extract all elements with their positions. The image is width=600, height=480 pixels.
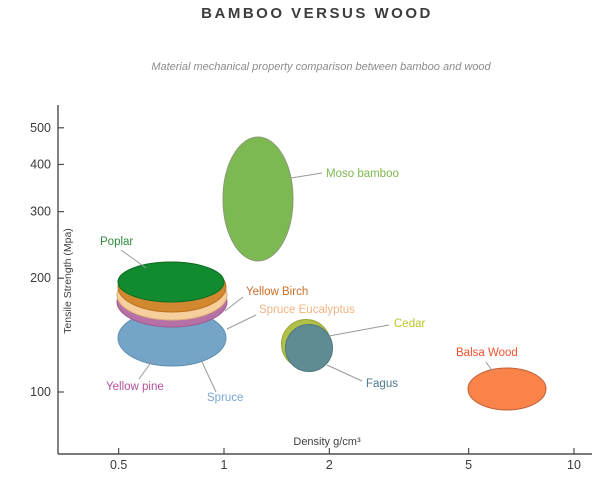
leader-line-poplar [120, 249, 147, 269]
leader-line-yellow-pine [138, 360, 153, 380]
bubble-label-balsa-wood: Balsa Wood [456, 347, 518, 359]
leader-line-moso-bamboo [290, 172, 323, 179]
x-tick-label: 10 [567, 458, 581, 472]
x-tick-label: 0.5 [110, 458, 127, 472]
leader-line-fagus [326, 364, 363, 382]
leader-line-cedar [328, 324, 390, 337]
bubble-moso-bamboo [222, 136, 294, 262]
bubble-label-yellow-pine: Yellow pine [106, 381, 164, 393]
bubble-label-poplar: Poplar [100, 236, 133, 248]
chart-title: BAMBOO VERSUS WOOD [201, 5, 433, 22]
bubble-label-spruce-eucalyptus: Spruce Eucalyptus [259, 304, 355, 316]
bubble-label-spruce: Spruce [207, 392, 243, 404]
y-tick-label: 300 [30, 205, 51, 219]
bubble-label-cedar: Cedar [394, 318, 425, 330]
bubble-label-moso-bamboo: Moso bamboo [326, 168, 399, 180]
bubble-balsa-wood [467, 367, 547, 411]
y-tick-label: 400 [30, 157, 51, 171]
y-tick-label: 200 [30, 271, 51, 285]
bubble-label-yellow-birch: Yellow Birch [246, 286, 308, 298]
y-axis-title: Tensile Strength (Mpa) [62, 228, 74, 334]
leader-line-balsa-wood [485, 361, 494, 373]
bubble-label-fagus: Fagus [366, 378, 398, 390]
bubble-poplar [117, 261, 225, 303]
x-axis-title: Density g/cm³ [293, 436, 361, 448]
bubble-fagus [285, 324, 333, 372]
x-tick-label: 2 [326, 458, 333, 472]
leader-line-spruce [201, 361, 217, 393]
x-tick-label: 5 [465, 458, 472, 472]
chart-subtitle: Material mechanical property comparison … [151, 61, 491, 73]
y-tick-label: 500 [30, 121, 51, 135]
x-tick-label: 1 [221, 458, 228, 472]
y-tick-label: 100 [30, 385, 51, 399]
leader-line-yellow-birch [224, 296, 244, 312]
leader-line-spruce-eucalyptus [226, 314, 257, 330]
